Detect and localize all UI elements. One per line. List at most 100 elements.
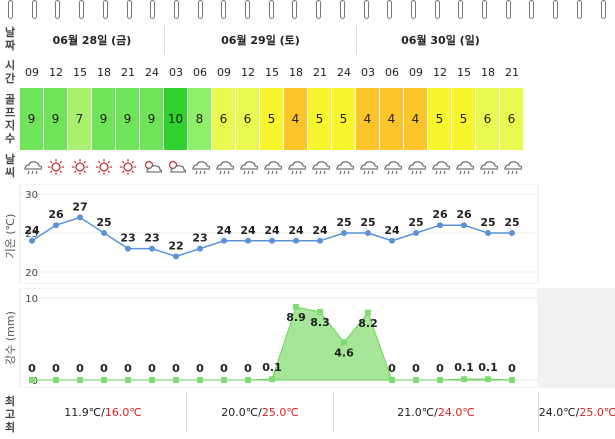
cloud-rain-icon (428, 152, 452, 182)
golf-index-row: 9 9 7 9 9 9 10 8 6 6 5 4 5 5 4 4 4 5 5 6 6 (20, 88, 538, 150)
temperature-value-label: 24 (216, 224, 232, 237)
temperature-point (461, 222, 467, 229)
golf-index-cell: 9 (92, 88, 115, 150)
partly-cloudy-icon (140, 152, 164, 182)
cloud-rain-icon (188, 152, 212, 182)
cloud-rain-icon (20, 152, 44, 182)
golf-index-cell: 9 (20, 88, 43, 150)
weather-row-label: 날 씨 (0, 151, 20, 181)
min-temperature: 20.0℃ (221, 405, 259, 419)
precipitation-value-label: 0 (220, 362, 228, 375)
date-label: 06월 28일 (금) (52, 34, 132, 47)
precipitation-value-label: 0 (436, 362, 444, 375)
golf-index-cell: 4 (356, 88, 379, 150)
precipitation-value-label: 0 (76, 362, 84, 375)
binder-ring (8, 0, 13, 19)
golf-index-cell: 6 (476, 88, 499, 150)
golf-index-cell: 9 (44, 88, 67, 150)
precipitation-value-label: 8.9 (286, 311, 306, 324)
temperature-value-label: 27 (72, 200, 87, 213)
weather-row (20, 152, 538, 182)
binder-ring (600, 0, 606, 19)
binder-ring (316, 0, 322, 19)
temperature-point (341, 230, 347, 236)
precipitation-point (197, 377, 203, 383)
temperature-point (413, 230, 419, 236)
max-temperature: 25.0℃ (579, 405, 615, 419)
precipitation-value-label: 0 (148, 362, 156, 375)
temperature-point (149, 245, 155, 252)
binder-rings (0, 0, 615, 20)
temperature-point (317, 237, 323, 244)
cloud-rain-icon (260, 152, 284, 182)
golf-index-cell: 10 (164, 88, 187, 150)
binder-ring (292, 0, 298, 19)
minmax-separator: / (434, 405, 438, 419)
precipitation-value-label: 0 (124, 362, 132, 375)
date-label: 06월 30일 (일) (356, 26, 524, 54)
binder-ring (268, 0, 274, 19)
temperature-value-label: 23 (192, 232, 207, 245)
min-temperature: 11.9℃ (64, 405, 102, 419)
hour-cell: 12 (49, 65, 63, 79)
golf-index-cell: 9 (140, 88, 163, 150)
temp-ytick-label: 25 (25, 229, 38, 240)
precipitation-value-label: 0.1 (478, 361, 498, 374)
binder-ring (173, 0, 179, 19)
minmax-row-label: 최 고 최 (0, 392, 20, 437)
temperature-point (77, 214, 83, 221)
temperature-value-label: 23 (144, 232, 159, 245)
precipitation-point (461, 376, 467, 383)
cloud-rain-icon (236, 152, 260, 182)
date-header-row: 06월 28일 (금) 06월 29일 (토) 06월 30일 (일) (20, 26, 538, 54)
minmax-cell: 21.0℃/24.0℃ (333, 392, 538, 432)
temperature-value-label: 22 (168, 239, 183, 252)
minmax-separator: / (258, 405, 262, 419)
time-row-label: 시 간 (0, 58, 20, 86)
temperature-point (389, 237, 395, 244)
precipitation-value-label: 0 (508, 362, 516, 375)
cloud-rain-icon (476, 152, 500, 182)
precipitation-value-label: 0 (196, 362, 204, 375)
date-row-label: 날 짜 (0, 26, 20, 52)
golf-index-cell: 6 (500, 88, 523, 150)
temperature-point (173, 253, 179, 260)
hour-cell: 21 (505, 65, 519, 79)
precipitation-value-label: 0 (388, 362, 396, 375)
temperature-point (245, 237, 251, 244)
cloud-rain-icon (284, 152, 308, 182)
cloud-rain-icon (380, 152, 404, 182)
temperature-point (29, 237, 35, 244)
hour-cell: 21 (121, 65, 135, 79)
hour-cell: 15 (457, 65, 471, 79)
minmax-separator: / (101, 405, 105, 419)
hour-cell: 06 (193, 65, 207, 79)
precipitation-value-label: 0 (412, 362, 420, 375)
minmax-cell: 11.9℃/16.0℃ (20, 392, 186, 432)
cloud-rain-icon (404, 152, 428, 182)
cloud-rain-icon (308, 152, 332, 182)
hour-cell: 12 (433, 65, 447, 79)
golf-index-cell: 4 (404, 88, 427, 150)
hour-cell: 09 (25, 65, 39, 79)
temperature-point (125, 245, 131, 252)
binder-ring (102, 0, 108, 19)
hour-cell: 12 (241, 65, 255, 79)
binder-ring (434, 0, 440, 19)
binder-ring (458, 0, 464, 19)
min-temperature: 24.0℃ (538, 405, 576, 419)
precipitation-chart: 강수 (mm) 010 00000000000.18.98.34.68.2000… (4, 288, 615, 388)
cloud-rain-icon (332, 152, 356, 182)
temperature-value-label: 25 (408, 216, 423, 229)
max-temperature: 16.0℃ (104, 405, 142, 419)
temperature-value-label: 24 (312, 224, 328, 237)
precipitation-point (125, 377, 131, 383)
binder-ring (482, 0, 487, 19)
precipitation-value-label: 8.2 (358, 317, 378, 330)
temperature-point (221, 237, 227, 244)
temperature-axis-label: 기온 (℃) (4, 214, 17, 259)
binder-ring (363, 0, 369, 19)
sun-icon (44, 152, 68, 182)
max-temperature: 25.0℃ (261, 405, 299, 419)
precipitation-value-label: 0.1 (262, 361, 282, 374)
